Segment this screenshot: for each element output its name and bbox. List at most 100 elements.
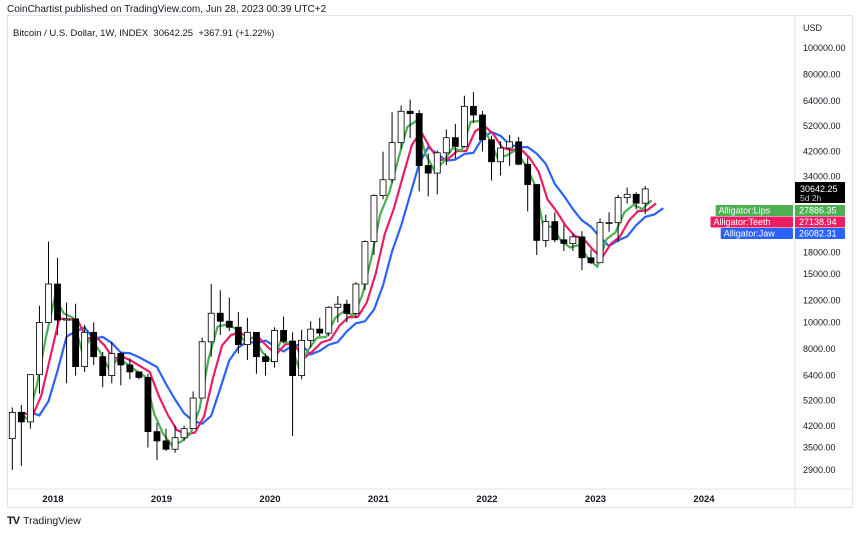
- tradingview-brand[interactable]: TV TradingView: [7, 515, 81, 527]
- candle-body: [361, 241, 369, 285]
- candle-body: [63, 318, 70, 321]
- alligator-line-teeth: [22, 124, 657, 436]
- candle-body: [198, 341, 206, 399]
- last-price-box: [795, 182, 845, 203]
- candle-body: [90, 331, 98, 358]
- series-value-box: [795, 228, 845, 239]
- candle-body: [81, 331, 89, 368]
- alligator-label-jaw: 26082.31 Alligator:Jaw: [720, 228, 845, 239]
- candle-body: [234, 326, 242, 346]
- time-tick-label: 2020: [259, 494, 280, 505]
- candle-body: [8, 411, 16, 440]
- candles: [8, 92, 649, 470]
- candle-body: [36, 321, 43, 376]
- candle-body: [551, 221, 559, 241]
- currency-label: USD: [803, 23, 823, 33]
- candle-body: [153, 431, 161, 442]
- candle-body: [451, 137, 459, 147]
- time-tick-label: 2022: [476, 494, 497, 505]
- candle-body: [497, 147, 504, 163]
- candle-body: [406, 110, 414, 114]
- tradingview-logo-icon: TV: [7, 515, 20, 527]
- price-tick-label: 100000.00: [803, 43, 846, 53]
- price-tick-label: 42000.00: [803, 146, 841, 156]
- candle-body: [569, 236, 577, 244]
- series-name: Alligator:Jaw: [724, 229, 776, 239]
- candle-body: [352, 283, 360, 314]
- candle-body: [271, 330, 278, 362]
- candle-body: [180, 428, 188, 439]
- symbol-legend[interactable]: Bitcoin / U.S. Dollar, 1W, INDEX 30642.2…: [13, 28, 275, 39]
- price-tick-label: 10000.00: [803, 317, 841, 327]
- candle-body: [207, 312, 215, 343]
- candle-body: [280, 330, 287, 342]
- candle-body: [216, 312, 224, 322]
- price-tick-label: 2900.00: [803, 465, 836, 475]
- candle-body: [542, 221, 550, 241]
- candle-body: [343, 303, 351, 314]
- candle-body: [135, 371, 143, 378]
- candle-body: [253, 331, 260, 358]
- candle-body: [54, 283, 61, 321]
- candle-body: [533, 184, 541, 241]
- series-name-box: [715, 205, 793, 216]
- candle-body: [144, 377, 152, 432]
- candle-body: [262, 356, 269, 362]
- published-info: CoinChartist published on TradingView.co…: [7, 4, 327, 15]
- candle-body: [325, 306, 333, 334]
- candle-body: [470, 105, 477, 116]
- series-value: 27138.94: [799, 217, 837, 227]
- candle-body: [117, 353, 125, 366]
- time-tick-label: 2023: [585, 494, 606, 505]
- candle-body: [623, 193, 631, 198]
- last-price-countdown: 5d 2h: [800, 193, 822, 203]
- candle-body: [307, 328, 315, 341]
- candle-body: [126, 364, 134, 373]
- price-tick-label: 34000.00: [803, 172, 841, 182]
- time-tick-label: 2021: [368, 494, 390, 505]
- candle-body: [334, 303, 342, 308]
- candle-body: [479, 114, 486, 141]
- candle-body: [460, 105, 468, 147]
- price-tick-label: 15000.00: [803, 269, 841, 279]
- chart-frame: [7, 15, 853, 508]
- candle-body: [560, 239, 568, 244]
- price-tick-label: 18000.00: [803, 247, 841, 257]
- price-tick-label: 80000.00: [803, 70, 841, 80]
- alligator-label-teeth: 27138.94 Alligator:Teeth: [710, 216, 845, 228]
- series-value-box: [795, 216, 845, 228]
- time-axis[interactable]: 2018 2019 2020 2021 2022 2023 2024: [42, 494, 715, 505]
- candle-body: [316, 328, 324, 334]
- alligator-label-lips: 27886.35 Alligator:Lips: [715, 205, 845, 216]
- series-value-box: [795, 205, 845, 216]
- candle-body: [424, 165, 432, 174]
- candle-body: [433, 152, 441, 174]
- price-tick-label: 4200.00: [803, 421, 836, 431]
- candle-body: [506, 141, 514, 149]
- series-name-box: [720, 228, 793, 239]
- time-tick-label: 2018: [42, 494, 63, 505]
- candle-body: [578, 236, 586, 259]
- candle-body: [298, 339, 306, 376]
- series-name-box: [710, 216, 793, 228]
- candle-body: [17, 411, 25, 423]
- candle-body: [45, 283, 52, 323]
- candle-body: [225, 320, 233, 328]
- candle-body: [162, 440, 170, 450]
- series-name: Alligator:Lips: [719, 206, 771, 216]
- candle-body: [243, 331, 251, 346]
- alligator-lines: [17, 119, 664, 448]
- candle-body: [641, 188, 649, 204]
- time-tick-label: 2019: [151, 494, 172, 505]
- price-tick-label: 52000.00: [803, 121, 841, 131]
- candle-body: [524, 163, 532, 185]
- candle-body: [72, 318, 80, 368]
- candle-body: [632, 193, 640, 204]
- time-tick-label: 2024: [693, 494, 715, 505]
- price-axis[interactable]: 100000.00 80000.00 64000.00 52000.00 42000.0…: [803, 43, 846, 475]
- candle-body: [289, 340, 297, 376]
- candle-body: [515, 141, 523, 165]
